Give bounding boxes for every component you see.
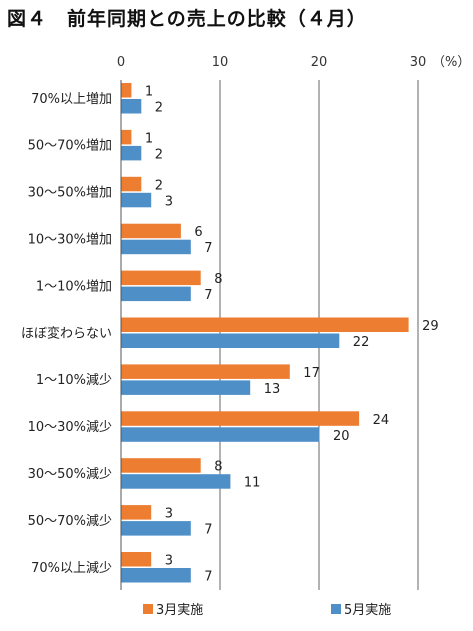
category-label: 70%以上減少 — [31, 560, 112, 576]
bar — [121, 458, 201, 473]
data-label: 7 — [204, 523, 212, 538]
x-tick-label: 20 — [311, 55, 328, 70]
data-label: 8 — [214, 272, 222, 287]
bar — [121, 380, 251, 395]
category-label: 70%以上増加 — [31, 92, 112, 107]
bar — [121, 427, 320, 442]
category-label: 50～70%増加 — [28, 139, 112, 154]
x-tick-label: 0 — [117, 55, 125, 70]
category-label: ほぼ変わらない — [21, 325, 112, 341]
bar — [121, 286, 191, 302]
bar — [121, 411, 360, 426]
bar — [121, 129, 132, 145]
bar — [121, 99, 142, 114]
category-label: 1～10%減少 — [36, 372, 112, 388]
data-label: 2 — [155, 178, 163, 193]
bar — [121, 270, 201, 286]
bar — [121, 176, 142, 192]
bar — [121, 568, 191, 583]
data-label: 7 — [204, 241, 212, 256]
category-label: 30～50%増加 — [28, 186, 112, 201]
category-label: 50～70%減少 — [28, 513, 112, 529]
data-label: 17 — [303, 366, 320, 381]
bar — [121, 223, 181, 239]
bar — [121, 239, 191, 255]
chart-title: 図４ 前年同期との売上の比較（４月） — [7, 8, 367, 30]
data-label: 1 — [145, 131, 153, 146]
x-tick-label: 30 — [410, 55, 427, 70]
bar — [121, 145, 142, 161]
data-label: 24 — [373, 413, 390, 428]
data-label: 7 — [204, 288, 212, 303]
bar — [121, 521, 191, 536]
data-label: 3 — [165, 194, 173, 209]
bar — [121, 474, 231, 489]
legend-label: 3月実施 — [156, 602, 203, 618]
bar — [121, 83, 132, 98]
bar — [121, 192, 152, 208]
data-label: 2 — [155, 101, 163, 116]
data-label: 7 — [204, 570, 212, 585]
data-label: 1 — [145, 85, 153, 100]
legend-label: 5月実施 — [344, 602, 391, 618]
bar — [121, 505, 152, 520]
data-label: 6 — [194, 225, 202, 240]
data-label: 20 — [333, 429, 350, 444]
data-label: 13 — [264, 382, 281, 397]
legend-swatch — [331, 604, 341, 614]
data-label: 22 — [353, 335, 370, 350]
data-label: 2 — [155, 147, 163, 162]
bar — [121, 552, 152, 567]
bar — [121, 333, 340, 348]
bar — [121, 317, 409, 332]
data-label: 3 — [165, 507, 173, 522]
legend-swatch — [143, 604, 153, 614]
category-label: 1～10%増加 — [36, 279, 112, 294]
category-label: 10～30%減少 — [28, 419, 112, 435]
category-label: 30～50%減少 — [28, 466, 112, 482]
axis-unit-label: （%） — [432, 55, 470, 70]
data-label: 29 — [422, 319, 439, 334]
data-label: 8 — [214, 460, 222, 475]
data-label: 3 — [165, 554, 173, 569]
category-label: 10～30%増加 — [28, 232, 112, 247]
bar — [121, 364, 290, 379]
data-label: 11 — [244, 476, 261, 491]
x-tick-label: 10 — [212, 55, 229, 70]
